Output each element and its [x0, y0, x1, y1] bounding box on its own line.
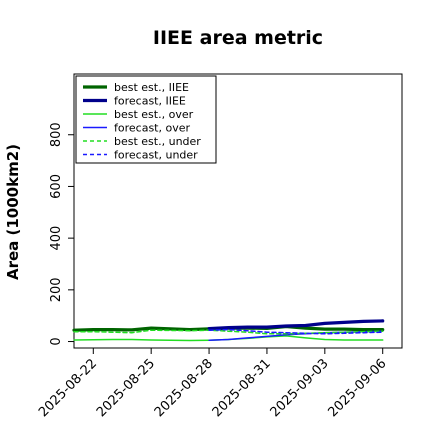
- x-tick-label-2: 2025-08-28: [152, 356, 216, 420]
- legend-box: [75, 75, 217, 164]
- y-axis-label: Area (1000km2): [4, 144, 22, 280]
- y-tick-label-0: 0: [49, 337, 64, 345]
- x-tick-label-0: 2025-08-22: [36, 356, 100, 420]
- y-axis: 0 200 400 600 800: [49, 122, 74, 346]
- legend-label-4: best est., under: [114, 135, 201, 148]
- legend-label-5: forecast, under: [114, 149, 198, 162]
- y-tick-label-4: 800: [49, 122, 64, 147]
- x-tick-label-4: 2025-09-03: [268, 356, 332, 420]
- series-layer: [72, 319, 385, 342]
- legend-label-0: best est., IIEE: [114, 81, 189, 94]
- y-tick-label-1: 200: [49, 277, 64, 302]
- x-tick-label-5: 2025-09-06: [325, 356, 389, 420]
- series-line-4: [73, 329, 384, 335]
- series-line-5: [208, 328, 384, 335]
- y-tick-label-3: 600: [49, 174, 64, 199]
- x-tick-label-1: 2025-08-25: [94, 356, 158, 420]
- legend-label-2: best est., over: [114, 108, 194, 121]
- legend-label-3: forecast, over: [114, 122, 190, 135]
- plot-frame: [73, 73, 403, 349]
- series-line-1: [207, 319, 385, 331]
- x-tick-label-3: 2025-08-31: [210, 356, 274, 420]
- x-axis: 2025-08-222025-08-252025-08-282025-08-31…: [36, 348, 390, 420]
- y-tick-label-2: 400: [49, 226, 64, 251]
- chart-title: IIEE area metric: [153, 27, 323, 49]
- legend-label-1: forecast, IIEE: [114, 95, 186, 108]
